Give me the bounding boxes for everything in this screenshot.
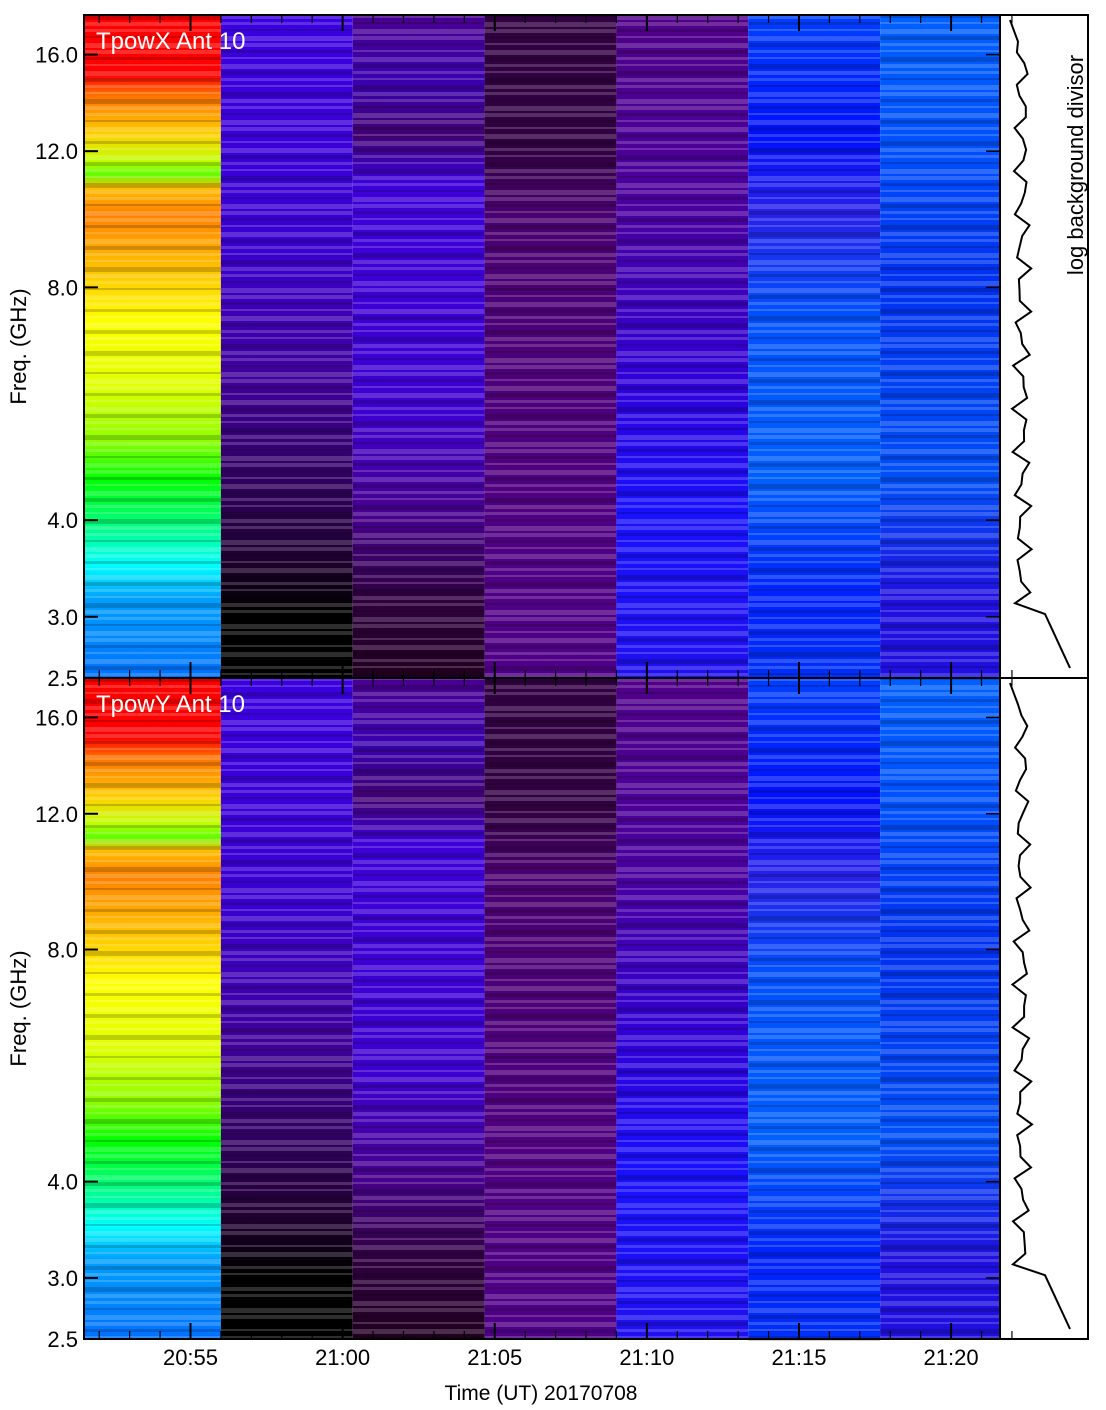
- y-axis-label: Freq. (GHz): [6, 288, 31, 404]
- y-tick-label: 8.0: [47, 275, 78, 300]
- scan-stripes-6: [880, 15, 1012, 678]
- scan-block-0: [84, 678, 221, 1339]
- x-tick-label: 21:15: [771, 1345, 826, 1370]
- scan-block-2: [352, 15, 485, 678]
- y-tick-label: 12.0: [35, 139, 78, 164]
- y-tick-label: 4.0: [47, 508, 78, 533]
- side-panel-label: log background divisor: [1063, 55, 1088, 275]
- scan-block-0: [84, 15, 221, 678]
- panel-0: log background divisor 2.5 3.0 4.0 8.0 12.0 16…: [6, 14, 1089, 691]
- x-tick-label: 21:20: [924, 1345, 979, 1370]
- y-tick-label: 16.0: [35, 43, 78, 68]
- y-tick-label: 16.0: [35, 705, 78, 730]
- y-tick-label: 2.5: [47, 666, 78, 691]
- scan-stripes-5: [748, 15, 881, 675]
- scan-block-4: [616, 15, 749, 678]
- scan-stripes-1: [220, 15, 353, 675]
- scan-block-5: [748, 678, 881, 1339]
- scan-stripes-4: [616, 678, 749, 1338]
- scan-block-1: [220, 678, 353, 1339]
- scan-block-5: [748, 15, 881, 678]
- x-tick-label: 20:55: [163, 1345, 218, 1370]
- scan-stripes-4: [616, 15, 749, 676]
- y-tick-label: 4.0: [47, 1170, 78, 1195]
- background-divisor-curve: [1009, 19, 1071, 669]
- y-tick-label: 12.0: [35, 802, 78, 827]
- panel-title: TpowX Ant 10: [96, 28, 245, 55]
- side-panel: [999, 14, 1089, 679]
- y-tick-label: 3.0: [47, 605, 78, 630]
- scan-block-1: [220, 15, 353, 678]
- scan-block-6: [880, 15, 1012, 678]
- scan-block-2: [352, 678, 485, 1339]
- y-axis-label: Freq. (GHz): [6, 950, 31, 1066]
- scan-block-3: [484, 15, 617, 678]
- side-panel: [999, 677, 1089, 1340]
- scan-stripes-5: [748, 678, 881, 1341]
- x-axis-label: Time (UT) 20170708: [445, 1382, 638, 1405]
- scan-block-3: [484, 678, 617, 1339]
- scan-stripes-0: [84, 15, 221, 676]
- scan-stripes-3: [484, 15, 617, 677]
- scan-stripes-2: [352, 15, 485, 678]
- x-tick-label: 21:10: [619, 1345, 674, 1370]
- x-tick-label: 21:05: [467, 1345, 522, 1370]
- scan-stripes-2: [352, 678, 485, 1340]
- y-tick-label: 3.0: [47, 1266, 78, 1291]
- scan-stripes-6: [880, 678, 1012, 1340]
- scan-stripes-0: [84, 678, 221, 1338]
- background-divisor-curve: [1009, 682, 1071, 1330]
- scan-block-4: [616, 678, 749, 1339]
- scan-stripes-3: [484, 678, 617, 1339]
- y-tick-label: 8.0: [47, 938, 78, 963]
- scan-block-6: [880, 678, 1012, 1339]
- x-tick-label: 21:00: [315, 1345, 370, 1370]
- panel-title: TpowY Ant 10: [96, 691, 245, 718]
- y-tick-label: 2.5: [47, 1327, 78, 1352]
- panel-1: 2.5 3.0 4.0 8.0 12.0 16.0 Freq. (GHz) TpowY Ant…: [6, 677, 1089, 1370]
